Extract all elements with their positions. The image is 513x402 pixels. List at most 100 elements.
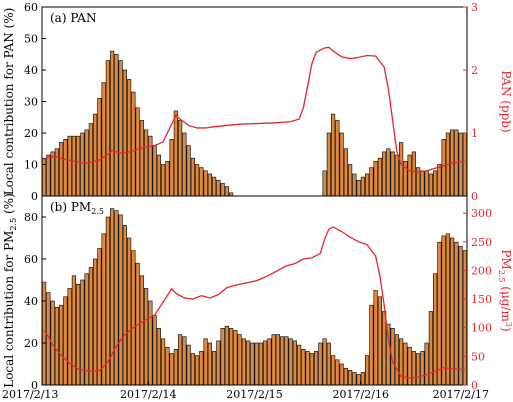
bar-pan-36 bbox=[195, 164, 200, 197]
bar-pm25-16 bbox=[110, 208, 115, 386]
bar-pan-29 bbox=[165, 161, 170, 197]
panel-pm25-left-axis: 0 20 40 60 80 bbox=[24, 211, 46, 392]
bar-pan-71 bbox=[343, 148, 348, 197]
bar-pan-26 bbox=[152, 145, 157, 197]
bar-pm25-11 bbox=[88, 267, 93, 386]
bar-pm25-39 bbox=[207, 342, 212, 386]
bar-pm25-0 bbox=[42, 281, 47, 386]
bar-pm25-76 bbox=[365, 355, 370, 386]
tick-label-pm25-right-0: 0 bbox=[471, 379, 478, 392]
bar-pm25-56 bbox=[280, 336, 285, 386]
bar-pm25-19 bbox=[122, 225, 127, 386]
bar-pm25-38 bbox=[203, 338, 208, 386]
bar-pan-84 bbox=[399, 142, 404, 197]
bar-pm25-71 bbox=[343, 367, 348, 386]
x-axis: 2017/2/13 2017/2/14 2017/2/15 2017/2/16 2017… bbox=[2, 381, 489, 401]
bar-pan-83 bbox=[394, 154, 399, 197]
x-tick-label-2: 2017/2/15 bbox=[226, 388, 282, 401]
bar-pm25-96 bbox=[450, 237, 455, 386]
tick-label-pm25-left-20: 20 bbox=[24, 337, 38, 350]
bar-pan-5 bbox=[63, 139, 68, 197]
bar-pan-38 bbox=[203, 170, 208, 197]
bar-pm25-95 bbox=[445, 233, 450, 386]
bar-pm25-68 bbox=[331, 355, 336, 386]
panel-pan-left-axis-label: Local contribution for PAN (%) bbox=[2, 8, 16, 196]
bar-pm25-46 bbox=[237, 334, 242, 386]
tick-label-pan-right-3: 3 bbox=[471, 1, 478, 14]
bar-pm25-69 bbox=[335, 359, 340, 386]
panel-pan-left-axis: 0 10 20 30 40 50 60 bbox=[24, 1, 46, 203]
bar-pm25-63 bbox=[309, 353, 314, 386]
bar-pan-24 bbox=[144, 129, 149, 197]
bar-pan-89 bbox=[420, 170, 425, 197]
tick-label-pan-right-2: 2 bbox=[471, 64, 478, 77]
panel-pan-line bbox=[43, 46, 465, 173]
bar-pm25-62 bbox=[305, 351, 310, 386]
bar-pm25-8 bbox=[76, 283, 81, 386]
bar-pan-4 bbox=[59, 142, 64, 197]
bar-pm25-40 bbox=[212, 351, 217, 386]
bar-pm25-94 bbox=[441, 235, 446, 386]
bar-pm25-51 bbox=[258, 342, 263, 386]
tick-label-pan-left-30: 30 bbox=[24, 96, 38, 109]
bar-pan-8 bbox=[76, 135, 81, 197]
bar-pm25-10 bbox=[84, 273, 89, 386]
bar-pm25-43 bbox=[224, 325, 229, 386]
bar-pm25-41 bbox=[216, 340, 221, 386]
bar-pan-76 bbox=[365, 173, 370, 197]
tick-label-pm25-left-40: 40 bbox=[24, 295, 38, 308]
bar-pan-66 bbox=[322, 170, 327, 197]
bar-pm25-65 bbox=[318, 342, 323, 386]
bar-pm25-78 bbox=[373, 290, 378, 386]
bar-pm25-83 bbox=[394, 334, 399, 386]
bar-pan-90 bbox=[424, 170, 429, 197]
bar-pm25-45 bbox=[233, 330, 238, 386]
bar-pm25-48 bbox=[246, 340, 251, 386]
bar-pm25-28 bbox=[161, 338, 166, 386]
bar-pan-31 bbox=[173, 110, 178, 197]
bar-pm25-20 bbox=[127, 237, 132, 386]
bar-pan-40 bbox=[212, 176, 217, 197]
bar-pm25-75 bbox=[360, 372, 365, 386]
bar-pm25-53 bbox=[267, 338, 272, 386]
bar-pan-93 bbox=[437, 164, 442, 197]
bar-pm25-98 bbox=[458, 246, 463, 386]
bar-pm25-85 bbox=[403, 342, 408, 386]
bar-pm25-50 bbox=[254, 342, 259, 386]
bar-pm25-7 bbox=[71, 275, 76, 386]
bar-pm25-30 bbox=[169, 353, 174, 386]
bar-pm25-44 bbox=[229, 327, 234, 386]
bar-pan-72 bbox=[348, 164, 353, 197]
tick-label-pm25-right-50: 50 bbox=[471, 350, 485, 363]
bar-pan-70 bbox=[339, 132, 344, 197]
bar-pan-43 bbox=[224, 186, 229, 197]
bar-pan-94 bbox=[441, 139, 446, 197]
panel-pm25-right-axis: 0 50 100 150 200 250 300 bbox=[463, 207, 492, 392]
bar-pm25-80 bbox=[382, 311, 387, 386]
bar-pan-42 bbox=[220, 183, 225, 197]
bar-pm25-24 bbox=[144, 288, 149, 386]
panel-pan-right-axis-label: PAN (ppb) bbox=[499, 70, 513, 132]
bar-pm25-60 bbox=[297, 344, 302, 386]
bar-pm25-92 bbox=[433, 273, 438, 386]
bar-pm25-33 bbox=[182, 336, 187, 386]
panel-pm25: 0 20 40 60 80 0 50 100 150 200 250 300 (b) PM2.5 L… bbox=[2, 193, 513, 392]
bar-pm25-35 bbox=[190, 353, 195, 386]
bar-pan-39 bbox=[207, 173, 212, 197]
bar-pan-34 bbox=[186, 145, 191, 197]
tick-label-pm25-right-100: 100 bbox=[471, 322, 492, 335]
bar-pm25-61 bbox=[301, 348, 306, 386]
bar-pm25-79 bbox=[377, 296, 382, 386]
bar-pan-16 bbox=[110, 50, 115, 197]
bar-pm25-97 bbox=[454, 241, 459, 386]
bar-pm25-70 bbox=[339, 363, 344, 386]
tick-label-pm25-right-300: 300 bbox=[471, 207, 492, 220]
bar-pan-12 bbox=[93, 113, 98, 197]
bar-pan-0 bbox=[42, 157, 47, 197]
bar-pan-6 bbox=[67, 135, 72, 197]
bar-pm25-23 bbox=[139, 275, 144, 386]
tick-label-pm25-right-250: 250 bbox=[471, 236, 492, 249]
bar-pm25-88 bbox=[416, 353, 421, 386]
bar-pm25-47 bbox=[241, 338, 246, 386]
x-tick-label-1: 2017/2/14 bbox=[120, 388, 176, 401]
